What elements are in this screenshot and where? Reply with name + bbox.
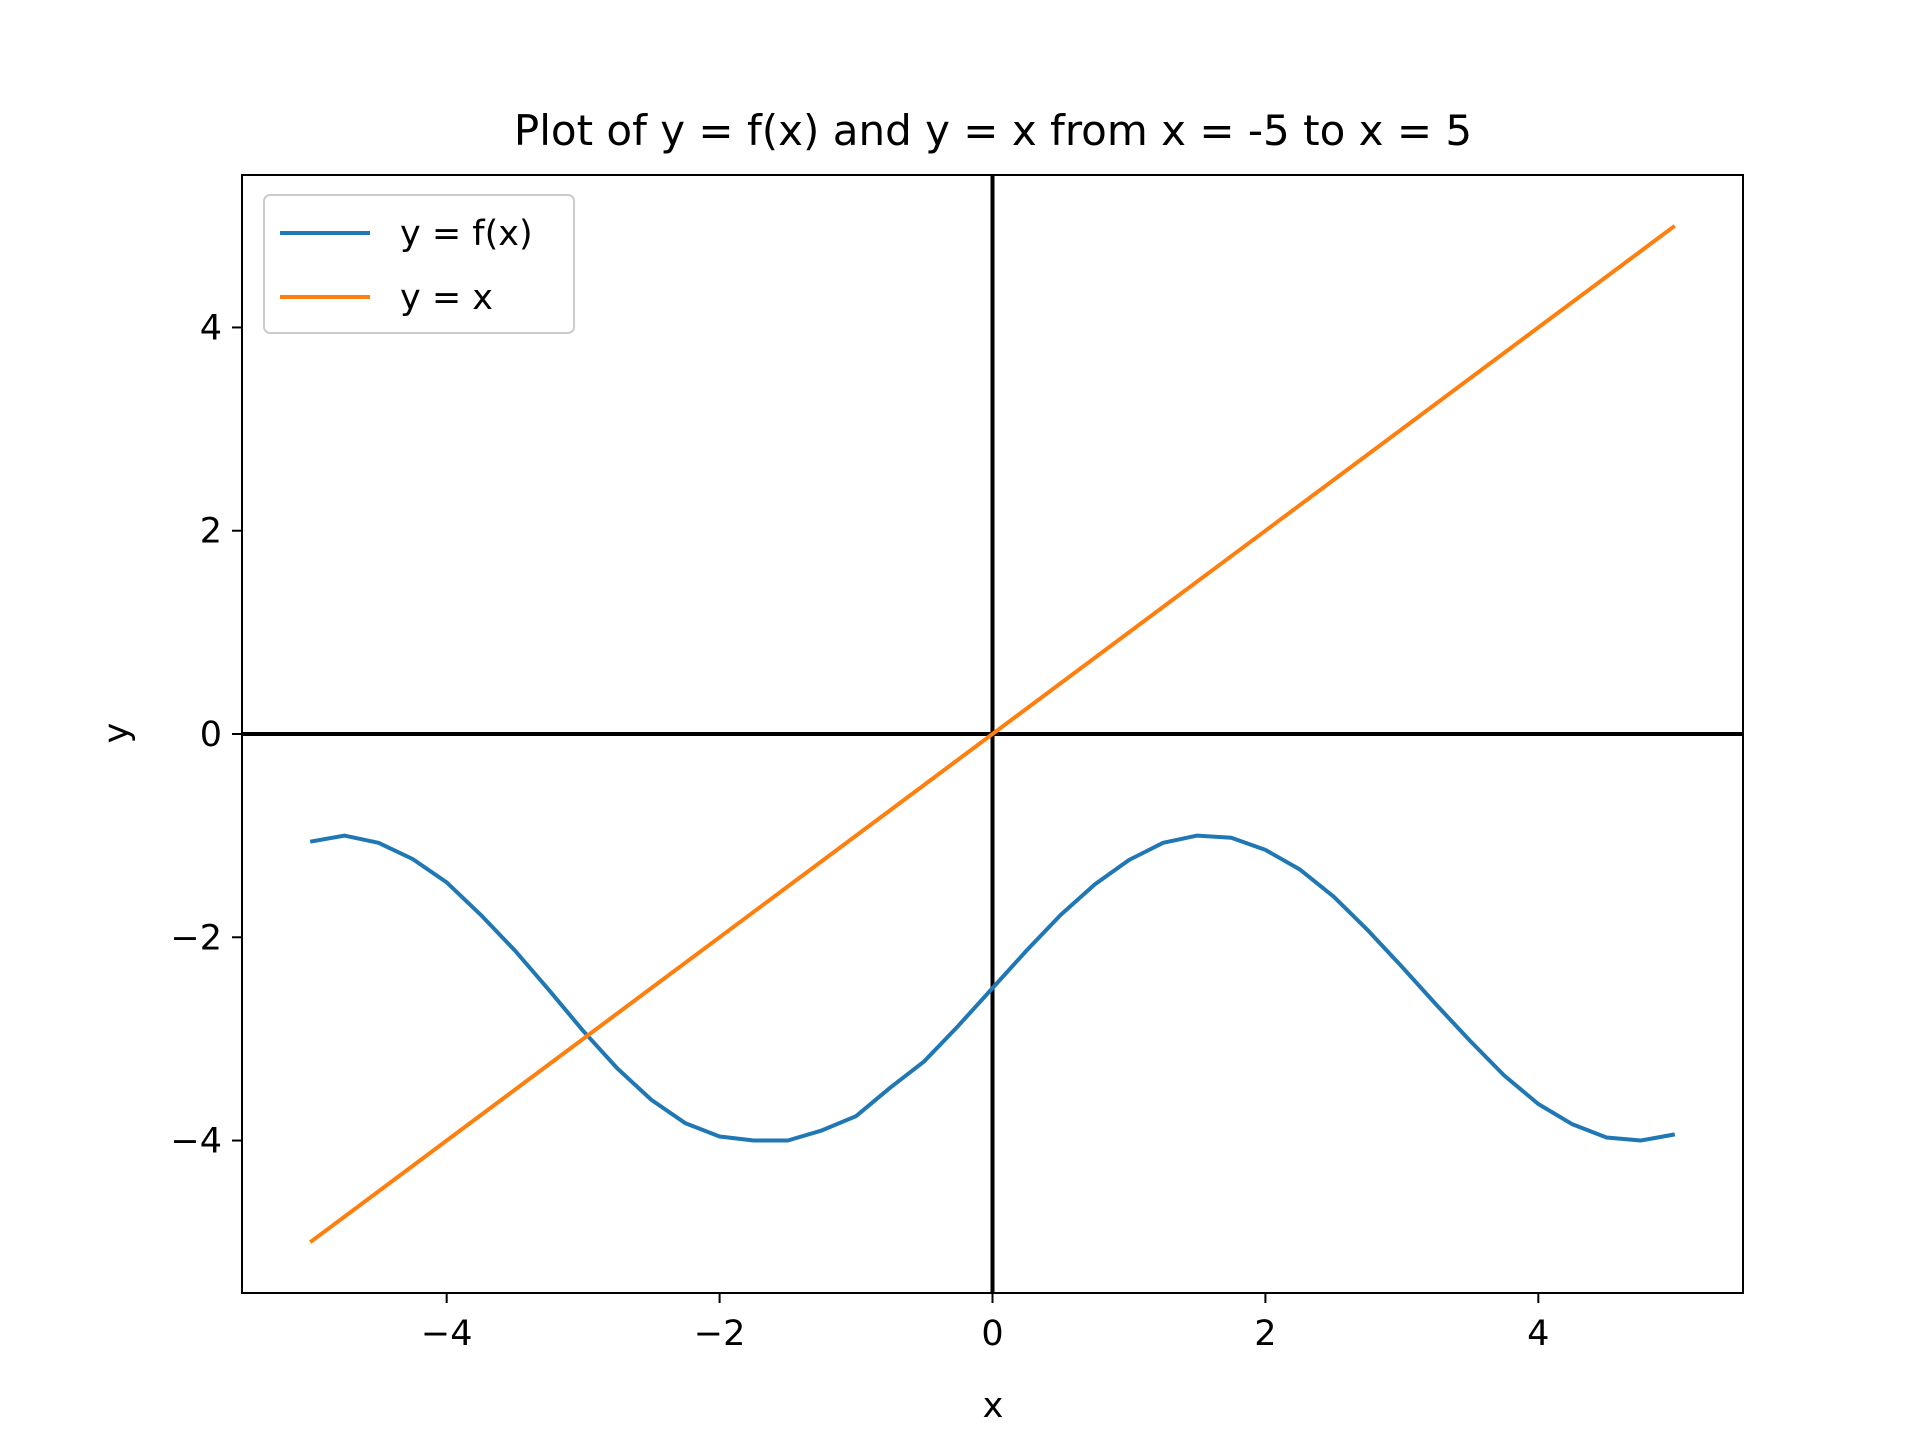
series-line-2 [309, 224, 1676, 1244]
x-tick-label: 4 [1527, 1314, 1549, 1354]
y-tick-label: 0 [200, 715, 222, 755]
plot-area: −4 −2 0 2 4 −4 −2 0 2 4 y = f(x) y = x [170, 174, 1744, 1354]
x-axis-label: x [983, 1386, 1004, 1426]
y-tick-label: 4 [200, 308, 222, 348]
y-axis-label: y [97, 723, 137, 744]
x-tick-label: −2 [694, 1314, 746, 1354]
legend-label-2: y = x [400, 278, 493, 318]
legend-label-1: y = f(x) [400, 214, 533, 254]
chart-title: Plot of y = f(x) and y = x from x = -5 t… [514, 106, 1472, 155]
x-tick-label: −4 [421, 1314, 473, 1354]
y-tick-label: −2 [170, 918, 222, 958]
x-tick-label: 0 [981, 1314, 1003, 1354]
x-tick-label: 2 [1254, 1314, 1276, 1354]
series-line-1 [309, 833, 1676, 1143]
y-tick-label: 2 [200, 512, 222, 552]
y-tick-label: −4 [170, 1122, 222, 1162]
